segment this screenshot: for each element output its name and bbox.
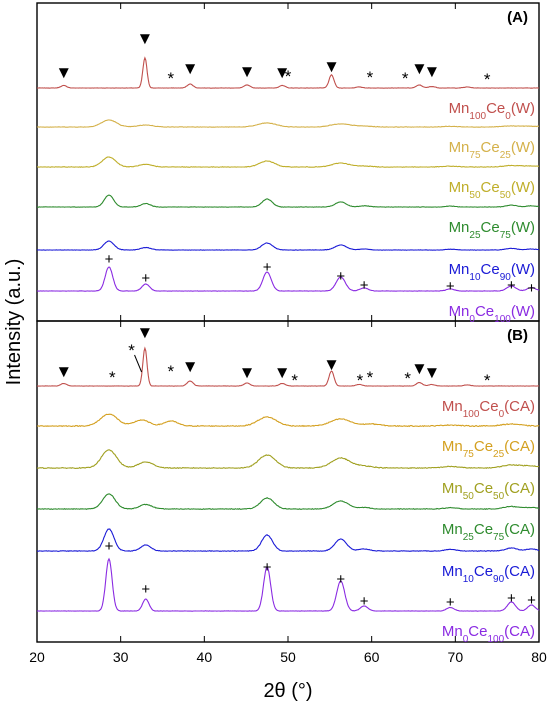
- perovskite-marker: ▼: [323, 355, 340, 374]
- series-line: [36, 56, 540, 89]
- series-label: Mn25Ce75(CA): [442, 521, 535, 543]
- series-label: Mn0Ce100(W): [449, 303, 535, 325]
- ceria-marker: +: [105, 251, 114, 268]
- oxide-marker: *: [357, 371, 364, 390]
- oxide-marker: *: [484, 371, 491, 390]
- series-line: [36, 557, 540, 612]
- perovskite-marker: ▼: [423, 62, 440, 81]
- perovskite-marker: ▼: [137, 29, 154, 48]
- marker-layer: ▼▼▼ ▼ ▼ ▼ ▼▼* * * * *+++++ + + +▼▼▼ ▼ ▼ ▼ ▼▼*** * * * * *+++…: [55, 29, 536, 611]
- x-axis-ticks: 20 30 40 50 60 70 80: [29, 3, 547, 665]
- series-label: Mn75Ce25(W): [449, 139, 535, 161]
- series-line: [36, 240, 540, 251]
- series-label: Mn100Ce0(W): [449, 100, 535, 122]
- ceria-marker: +: [336, 571, 345, 588]
- oxide-marker: *: [168, 69, 175, 88]
- perovskite-marker: ▼: [274, 63, 291, 82]
- series-label: Mn50Ce50(W): [449, 179, 535, 201]
- perovskite-marker: ▼: [182, 357, 199, 376]
- perovskite-marker: ▼: [55, 63, 72, 82]
- ceria-marker: +: [527, 280, 536, 297]
- series-label: Mn25Ce75(W): [449, 219, 535, 241]
- perovskite-marker: ▼: [411, 59, 428, 78]
- series-label: Mn10Ce90(W): [449, 261, 535, 283]
- perovskite-marker: ▼: [239, 363, 256, 382]
- star-pointer-line: [134, 354, 143, 373]
- x-tick-label: 30: [113, 649, 129, 665]
- ceria-marker: +: [507, 277, 516, 294]
- ceria-marker: +: [360, 277, 369, 294]
- x-axis-label: 2θ (°): [263, 680, 312, 702]
- perovskite-marker: ▼: [411, 359, 428, 378]
- series-line: [36, 449, 540, 469]
- y-axis-label: Intensity (a.u.): [3, 259, 25, 386]
- ceria-marker: +: [446, 594, 455, 611]
- series-line: [36, 266, 540, 292]
- x-tick-label: 80: [531, 649, 547, 665]
- oxide-marker: *: [484, 70, 491, 89]
- series-layer: Mn100Ce0(W) Mn75Ce25(W) Mn50Ce50(W) Mn25Ce7…: [36, 56, 540, 645]
- perovskite-marker: ▼: [239, 62, 256, 81]
- series-label: Mn10Ce90(CA): [442, 563, 535, 585]
- series-label: Mn75Ce25(CA): [442, 438, 535, 460]
- ceria-marker: +: [141, 270, 150, 287]
- panel-b-tag: (B): [507, 327, 528, 344]
- x-tick-label: 20: [29, 649, 45, 665]
- ceria-marker: +: [263, 259, 272, 276]
- ceria-marker: +: [105, 538, 114, 555]
- oxide-marker: *: [128, 341, 135, 360]
- series-line: [37, 194, 540, 208]
- oxide-marker: *: [367, 368, 374, 387]
- oxide-marker: *: [285, 67, 292, 86]
- oxide-marker: *: [402, 69, 409, 88]
- series-line: [37, 528, 540, 552]
- series-line: [36, 119, 540, 128]
- perovskite-marker: ▼: [137, 323, 154, 342]
- series-label: Mn100Ce0(CA): [442, 398, 535, 420]
- series-line: [37, 156, 540, 168]
- series-label: Mn0Ce100(CA): [442, 623, 535, 645]
- perovskite-marker: ▼: [323, 57, 340, 76]
- x-tick-label: 60: [364, 649, 380, 665]
- ceria-marker: +: [141, 581, 150, 598]
- ceria-marker: +: [446, 278, 455, 295]
- series-line: [36, 346, 540, 387]
- ceria-marker: +: [336, 268, 345, 285]
- x-tick-label: 50: [280, 649, 296, 665]
- oxide-marker: *: [168, 362, 175, 381]
- perovskite-marker: ▼: [182, 59, 199, 78]
- ceria-marker: +: [527, 592, 536, 609]
- perovskite-marker: ▼: [274, 363, 291, 382]
- ceria-marker: +: [507, 590, 516, 607]
- series-label: Mn50Ce50(CA): [442, 480, 535, 502]
- ceria-marker: +: [360, 593, 369, 610]
- perovskite-marker: ▼: [55, 362, 72, 381]
- x-tick-label: 40: [197, 649, 213, 665]
- x-tick-label: 70: [448, 649, 464, 665]
- oxide-marker: *: [109, 368, 116, 387]
- series-line: [36, 413, 540, 428]
- series-line: [36, 493, 539, 510]
- panel-a-tag: (A): [507, 9, 528, 26]
- ceria-marker: +: [263, 559, 272, 576]
- oxide-marker: *: [367, 68, 374, 87]
- perovskite-marker: ▼: [423, 363, 440, 382]
- oxide-marker: *: [404, 369, 411, 388]
- oxide-marker: *: [291, 371, 298, 390]
